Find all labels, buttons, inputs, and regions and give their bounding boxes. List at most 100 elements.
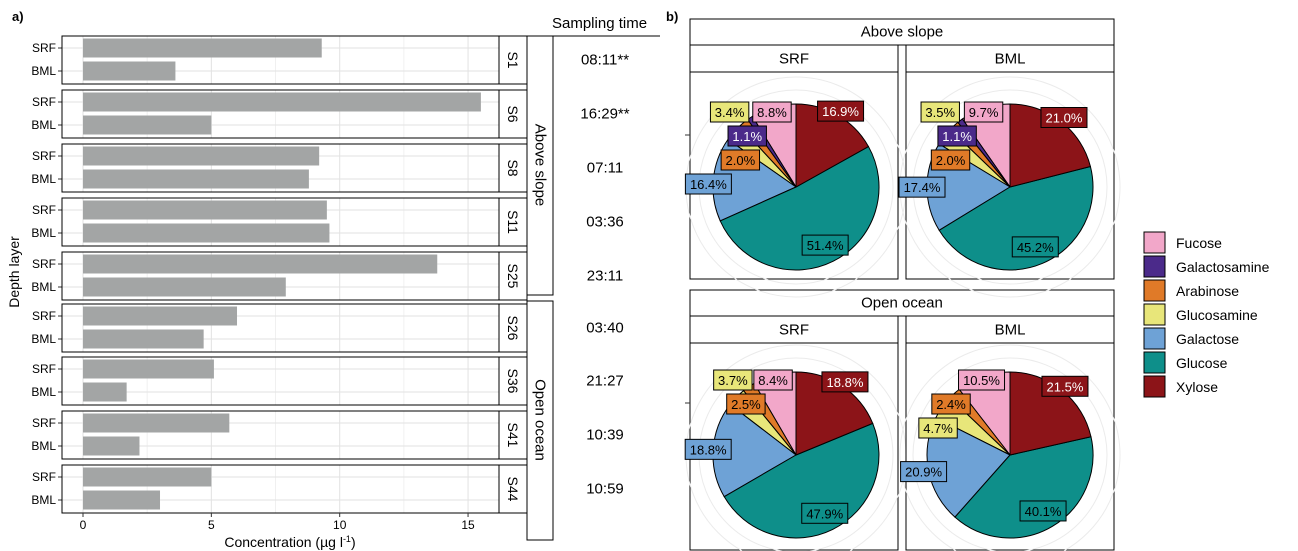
panel-b-label: b) <box>666 9 678 24</box>
pie-label-box <box>958 369 1006 391</box>
pie-label-box <box>821 371 869 393</box>
pie-label-box <box>1040 107 1088 129</box>
pie-slice-label: 3.5% <box>925 105 955 120</box>
pie-label-box <box>709 101 750 123</box>
y-axis-title: Depth layer <box>6 236 22 308</box>
pie-slice-label: 4.7% <box>923 421 953 436</box>
pie-slice-label: 1.1% <box>732 129 762 144</box>
bar-s44-bml <box>83 490 161 510</box>
y-tick-label: SRF <box>32 257 56 271</box>
pie-slice-label: 2.5% <box>731 397 761 412</box>
sampling-time-header: Sampling time <box>552 15 647 32</box>
station-strip <box>498 410 528 460</box>
pie-slice-label: 51.4% <box>807 238 844 253</box>
bar-s41-bml <box>83 436 140 456</box>
station-facet-s25: SRF BML S25 23:11 <box>31 251 623 301</box>
sampling-time: 21:27 <box>586 373 624 390</box>
pie-label-box <box>684 438 732 460</box>
station-facet-s11: SRF BML S11 03:36 <box>31 197 624 247</box>
station-strip <box>498 303 528 353</box>
x-tick-label: 15 <box>461 518 475 532</box>
y-tick-label: SRF <box>32 203 56 217</box>
legend-item-arabinose: Arabinose <box>1143 279 1239 302</box>
legend-item-galactosamine: Galactosamine <box>1143 255 1270 278</box>
pie-label-box <box>684 173 732 195</box>
sampling-time: 10:39 <box>586 427 624 444</box>
station-facet-s26: SRF BML S26 03:40 <box>31 303 624 353</box>
bar-s8-srf <box>83 146 320 166</box>
x-tick-label: 0 <box>80 518 87 532</box>
legend-item-galactose: Galactose <box>1143 327 1239 350</box>
y-tick-label: SRF <box>32 362 56 376</box>
station-facet-s41: SRF BML S41 10:39 <box>31 410 624 460</box>
pie-label-box <box>1041 375 1089 397</box>
pie-label-box <box>801 502 849 524</box>
station-label: S36 <box>505 369 521 394</box>
legend-swatch <box>1143 327 1166 350</box>
legend-label: Fucose <box>1176 235 1222 251</box>
bar-s6-srf <box>83 92 481 112</box>
bar-chart: SRF BML S1 08:11** SRF BML S6 16:29** SRF BML S8 07… <box>31 35 630 532</box>
pie-slice-label: 47.9% <box>806 506 843 521</box>
pie-slice-label: 40.1% <box>1025 504 1062 519</box>
station-label: S11 <box>505 210 521 234</box>
y-tick-label: SRF <box>32 95 56 109</box>
bar-s6-bml <box>83 115 212 135</box>
bar-s36-bml <box>83 382 127 402</box>
legend-label: Xylose <box>1176 379 1218 395</box>
bar-s25-bml <box>83 277 286 297</box>
x-tick-label: 10 <box>333 518 347 532</box>
pie-label-box <box>817 100 865 122</box>
pie-slice-label: 18.8% <box>690 442 727 457</box>
station-strip <box>498 356 528 406</box>
legend-label: Glucosamine <box>1176 307 1258 323</box>
pie-label-box <box>720 149 761 171</box>
pie-group-title-above-slope: Above slope <box>861 24 944 41</box>
y-tick-label: SRF <box>32 470 56 484</box>
group-strip-open-ocean <box>526 300 554 541</box>
pie-slice-label: 1.1% <box>942 129 972 144</box>
group-label-above-slope: Above slope <box>532 124 549 207</box>
station-strip <box>498 89 528 139</box>
station-label: S26 <box>505 316 521 341</box>
pie-slice-label: 18.8% <box>827 375 864 390</box>
pie-slice-label: 10.5% <box>963 373 1000 388</box>
pie-slice-label: 8.8% <box>757 105 787 120</box>
pie-slice-label: 3.4% <box>715 105 745 120</box>
pie-slice-label: 2.0% <box>726 153 756 168</box>
sampling-time: 10:59 <box>586 481 624 498</box>
pie-label-box <box>963 101 1004 123</box>
bar-s1-bml <box>83 61 176 81</box>
legend-item-glucosamine: Glucosamine <box>1143 303 1258 326</box>
pie-slice-label: 2.0% <box>936 153 966 168</box>
y-tick-label: BML <box>31 332 56 346</box>
y-tick-label: BML <box>31 172 56 186</box>
pie-label-box <box>920 101 960 123</box>
y-tick-label: SRF <box>32 309 56 323</box>
legend-swatch <box>1143 255 1166 278</box>
pie-slice-label: 45.2% <box>1017 240 1054 255</box>
pie-label-box <box>1011 236 1059 258</box>
pie-label-box <box>898 176 946 198</box>
bar-s41-srf <box>83 413 230 433</box>
pie-label-box <box>726 393 766 415</box>
station-label: S1 <box>505 51 521 68</box>
pie-label-box <box>1019 500 1067 522</box>
sampling-time: 03:40 <box>586 320 624 337</box>
x-axis-title: Concentration (µg l-1) <box>224 534 355 550</box>
x-tick-label: 5 <box>208 518 215 532</box>
y-tick-label: BML <box>31 226 56 240</box>
bar-s26-bml <box>83 329 204 349</box>
bar-s8-bml <box>83 169 309 189</box>
pie-label-box <box>801 234 849 256</box>
pie-slice-label: 8.4% <box>758 373 788 388</box>
pie-group-strip-open-ocean <box>689 289 1115 317</box>
legend-swatch <box>1143 303 1166 326</box>
pie-slice-label: 16.4% <box>690 177 727 192</box>
pie-group-strip-above-slope <box>689 18 1115 46</box>
bar-s25-srf <box>83 254 438 274</box>
station-strip <box>498 143 528 193</box>
pie-slice-label: 20.9% <box>905 465 942 480</box>
panel-a-label: a) <box>12 9 24 24</box>
